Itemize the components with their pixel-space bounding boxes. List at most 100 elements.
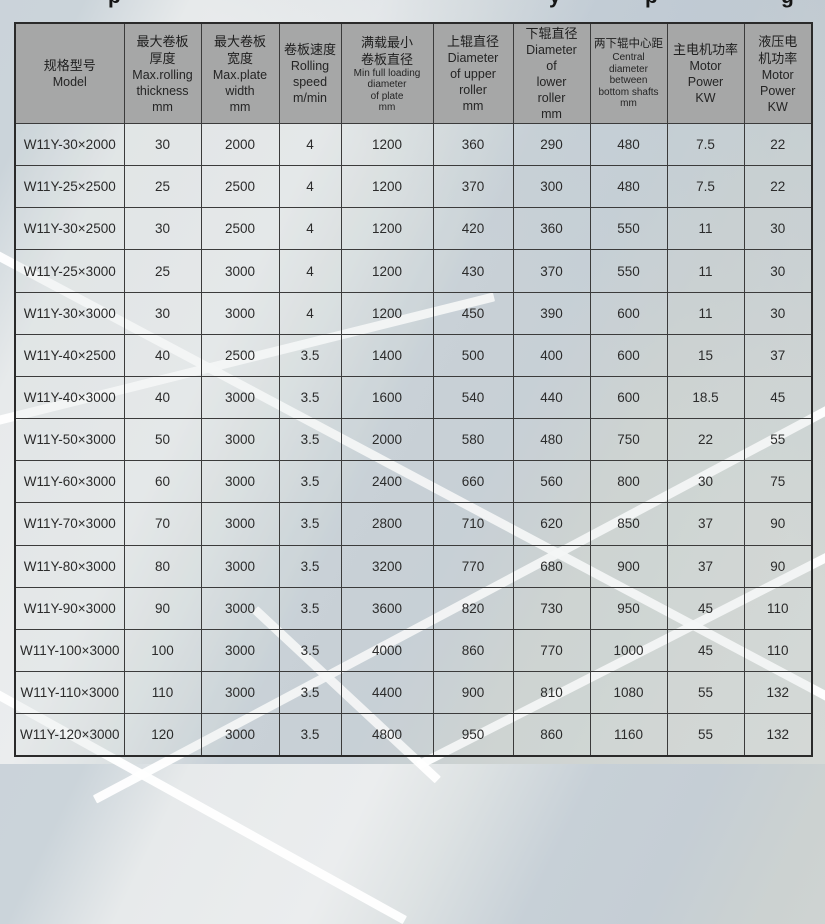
value-cell: 1160 <box>589 713 668 757</box>
value-cell: 132 <box>743 671 813 715</box>
value-cell: 550 <box>589 207 668 251</box>
header-unit: mm <box>378 102 396 113</box>
header-cell-4: 满载最小 卷板直径 Min full loading diameter of plate… <box>340 22 434 124</box>
value-cell: 4 <box>278 122 342 167</box>
table-row: W11Y-120×3000 120 3000 3.5 4800 950 860 1160 55 1… <box>14 713 813 757</box>
value-cell: 560 <box>512 460 591 504</box>
value-cell: 40 <box>123 333 202 377</box>
table-row: W11Y-30×3000 30 3000 4 1200 450 390 600 11 30 <box>14 291 813 335</box>
value-cell: 70 <box>123 502 202 546</box>
value-cell: 100 <box>123 628 202 673</box>
header-unit: mm <box>541 107 562 121</box>
value-cell: 4000 <box>340 628 434 673</box>
header-en-line: Rolling <box>290 59 330 73</box>
value-cell: 770 <box>512 628 591 673</box>
value-cell: 110 <box>743 586 813 630</box>
value-cell: 480 <box>589 165 668 209</box>
table-row: W11Y-70×3000 70 3000 3.5 2800 710 620 850 37 90 <box>14 502 813 546</box>
value-cell: 80 <box>123 544 202 588</box>
table-row: W11Y-80×3000 80 3000 3.5 3200 770 680 900 37 90 <box>14 544 813 588</box>
value-cell: 1080 <box>589 671 668 715</box>
header-zh-line: 厚度 <box>149 50 176 66</box>
header-en-line: diameter <box>367 79 407 90</box>
value-cell: 45 <box>743 375 813 420</box>
header-cell-0: 规格型号 Model <box>14 22 125 124</box>
model-cell: W11Y-30×3000 <box>14 291 125 335</box>
table-row: W11Y-30×2000 30 2000 4 1200 360 290 480 7.5 22 <box>14 122 813 167</box>
model-cell: W11Y-90×3000 <box>14 586 125 630</box>
header-cell-9: 液压电 机功率 Motor Power KW <box>743 22 813 124</box>
value-cell: 22 <box>743 122 813 167</box>
header-en-line: Motor <box>689 59 722 73</box>
header-en-line: bottom shafts <box>598 86 659 98</box>
value-cell: 1200 <box>340 122 434 167</box>
value-cell: 900 <box>432 671 514 715</box>
value-cell: 500 <box>432 333 514 377</box>
value-cell: 770 <box>432 544 514 588</box>
value-cell: 3.5 <box>278 375 342 420</box>
table-row: W11Y-30×2500 30 2500 4 1200 420 360 550 11 30 <box>14 207 813 251</box>
value-cell: 3000 <box>200 671 280 715</box>
value-cell: 3000 <box>200 544 280 588</box>
value-cell: 4 <box>278 249 342 293</box>
value-cell: 1200 <box>340 249 434 293</box>
value-cell: 11 <box>666 207 745 251</box>
value-cell: 580 <box>432 418 514 462</box>
table-row: W11Y-25×2500 25 2500 4 1200 370 300 480 7.5 22 <box>14 165 813 209</box>
value-cell: 45 <box>666 586 745 630</box>
value-cell: 3000 <box>200 502 280 546</box>
value-cell: 600 <box>589 333 668 377</box>
header-en-line: diameter <box>609 63 648 75</box>
value-cell: 30 <box>743 207 813 251</box>
value-cell: 3.5 <box>278 713 342 757</box>
value-cell: 37 <box>666 502 745 546</box>
model-cell: W11Y-25×3000 <box>14 249 125 293</box>
value-cell: 2800 <box>340 502 434 546</box>
cropped-title-glyph: p <box>645 0 658 9</box>
value-cell: 1600 <box>340 375 434 420</box>
value-cell: 440 <box>512 375 591 420</box>
value-cell: 4400 <box>340 671 434 715</box>
model-cell: W11Y-60×3000 <box>14 460 125 504</box>
model-cell: W11Y-30×2000 <box>14 122 125 167</box>
table-row: W11Y-40×3000 40 3000 3.5 1600 540 440 600 18.5 45 <box>14 375 813 420</box>
value-cell: 370 <box>512 249 591 293</box>
header-zh-line: 满载最小 <box>360 34 413 50</box>
model-cell: W11Y-100×3000 <box>14 628 125 673</box>
header-en-line: Max.rolling <box>132 67 193 82</box>
header-en-line: Diameter <box>447 51 499 65</box>
value-cell: 3000 <box>200 586 280 630</box>
header-zh-line: 两下辊中心距 <box>594 38 663 51</box>
value-cell: 18.5 <box>666 375 745 420</box>
header-zh-line: 上辊直径 <box>446 34 499 49</box>
model-cell: W11Y-50×3000 <box>14 418 125 462</box>
value-cell: 300 <box>512 165 591 209</box>
header-zh-line: 卷板速度 <box>283 42 336 57</box>
header-unit: KW <box>767 99 788 114</box>
spec-table-header: 规格型号 Model 最大卷板 厚度 Max.rolling thickness mm 最大卷… <box>14 22 813 124</box>
table-row: W11Y-60×3000 60 3000 3.5 2400 660 560 800 30 75 <box>14 460 813 504</box>
value-cell: 660 <box>432 460 514 504</box>
header-en-line: thickness <box>136 83 189 98</box>
value-cell: 3600 <box>340 586 434 630</box>
value-cell: 2500 <box>200 207 280 251</box>
value-cell: 11 <box>666 291 745 335</box>
value-cell: 4 <box>278 207 342 251</box>
model-cell: W11Y-30×2500 <box>14 207 125 251</box>
value-cell: 820 <box>432 586 514 630</box>
header-zh-line: 主电机功率 <box>672 42 738 57</box>
value-cell: 25 <box>123 249 202 293</box>
table-row: W11Y-110×3000 110 3000 3.5 4400 900 810 1080 55 1… <box>14 671 813 715</box>
header-zh-line: 规格型号 <box>43 58 96 73</box>
value-cell: 950 <box>589 586 668 630</box>
header-zh-line: 最大卷板 <box>213 33 266 49</box>
value-cell: 2000 <box>200 122 280 167</box>
value-cell: 3000 <box>200 628 280 673</box>
value-cell: 480 <box>512 418 591 462</box>
table-row: W11Y-25×3000 25 3000 4 1200 430 370 550 11 30 <box>14 249 813 293</box>
header-en-line: Diameter <box>526 43 577 57</box>
value-cell: 3000 <box>200 460 280 504</box>
header-en-line: Power <box>760 83 796 98</box>
table-row: W11Y-40×2500 40 2500 3.5 1400 500 400 600 15 37 <box>14 333 813 377</box>
value-cell: 3.5 <box>278 586 342 630</box>
